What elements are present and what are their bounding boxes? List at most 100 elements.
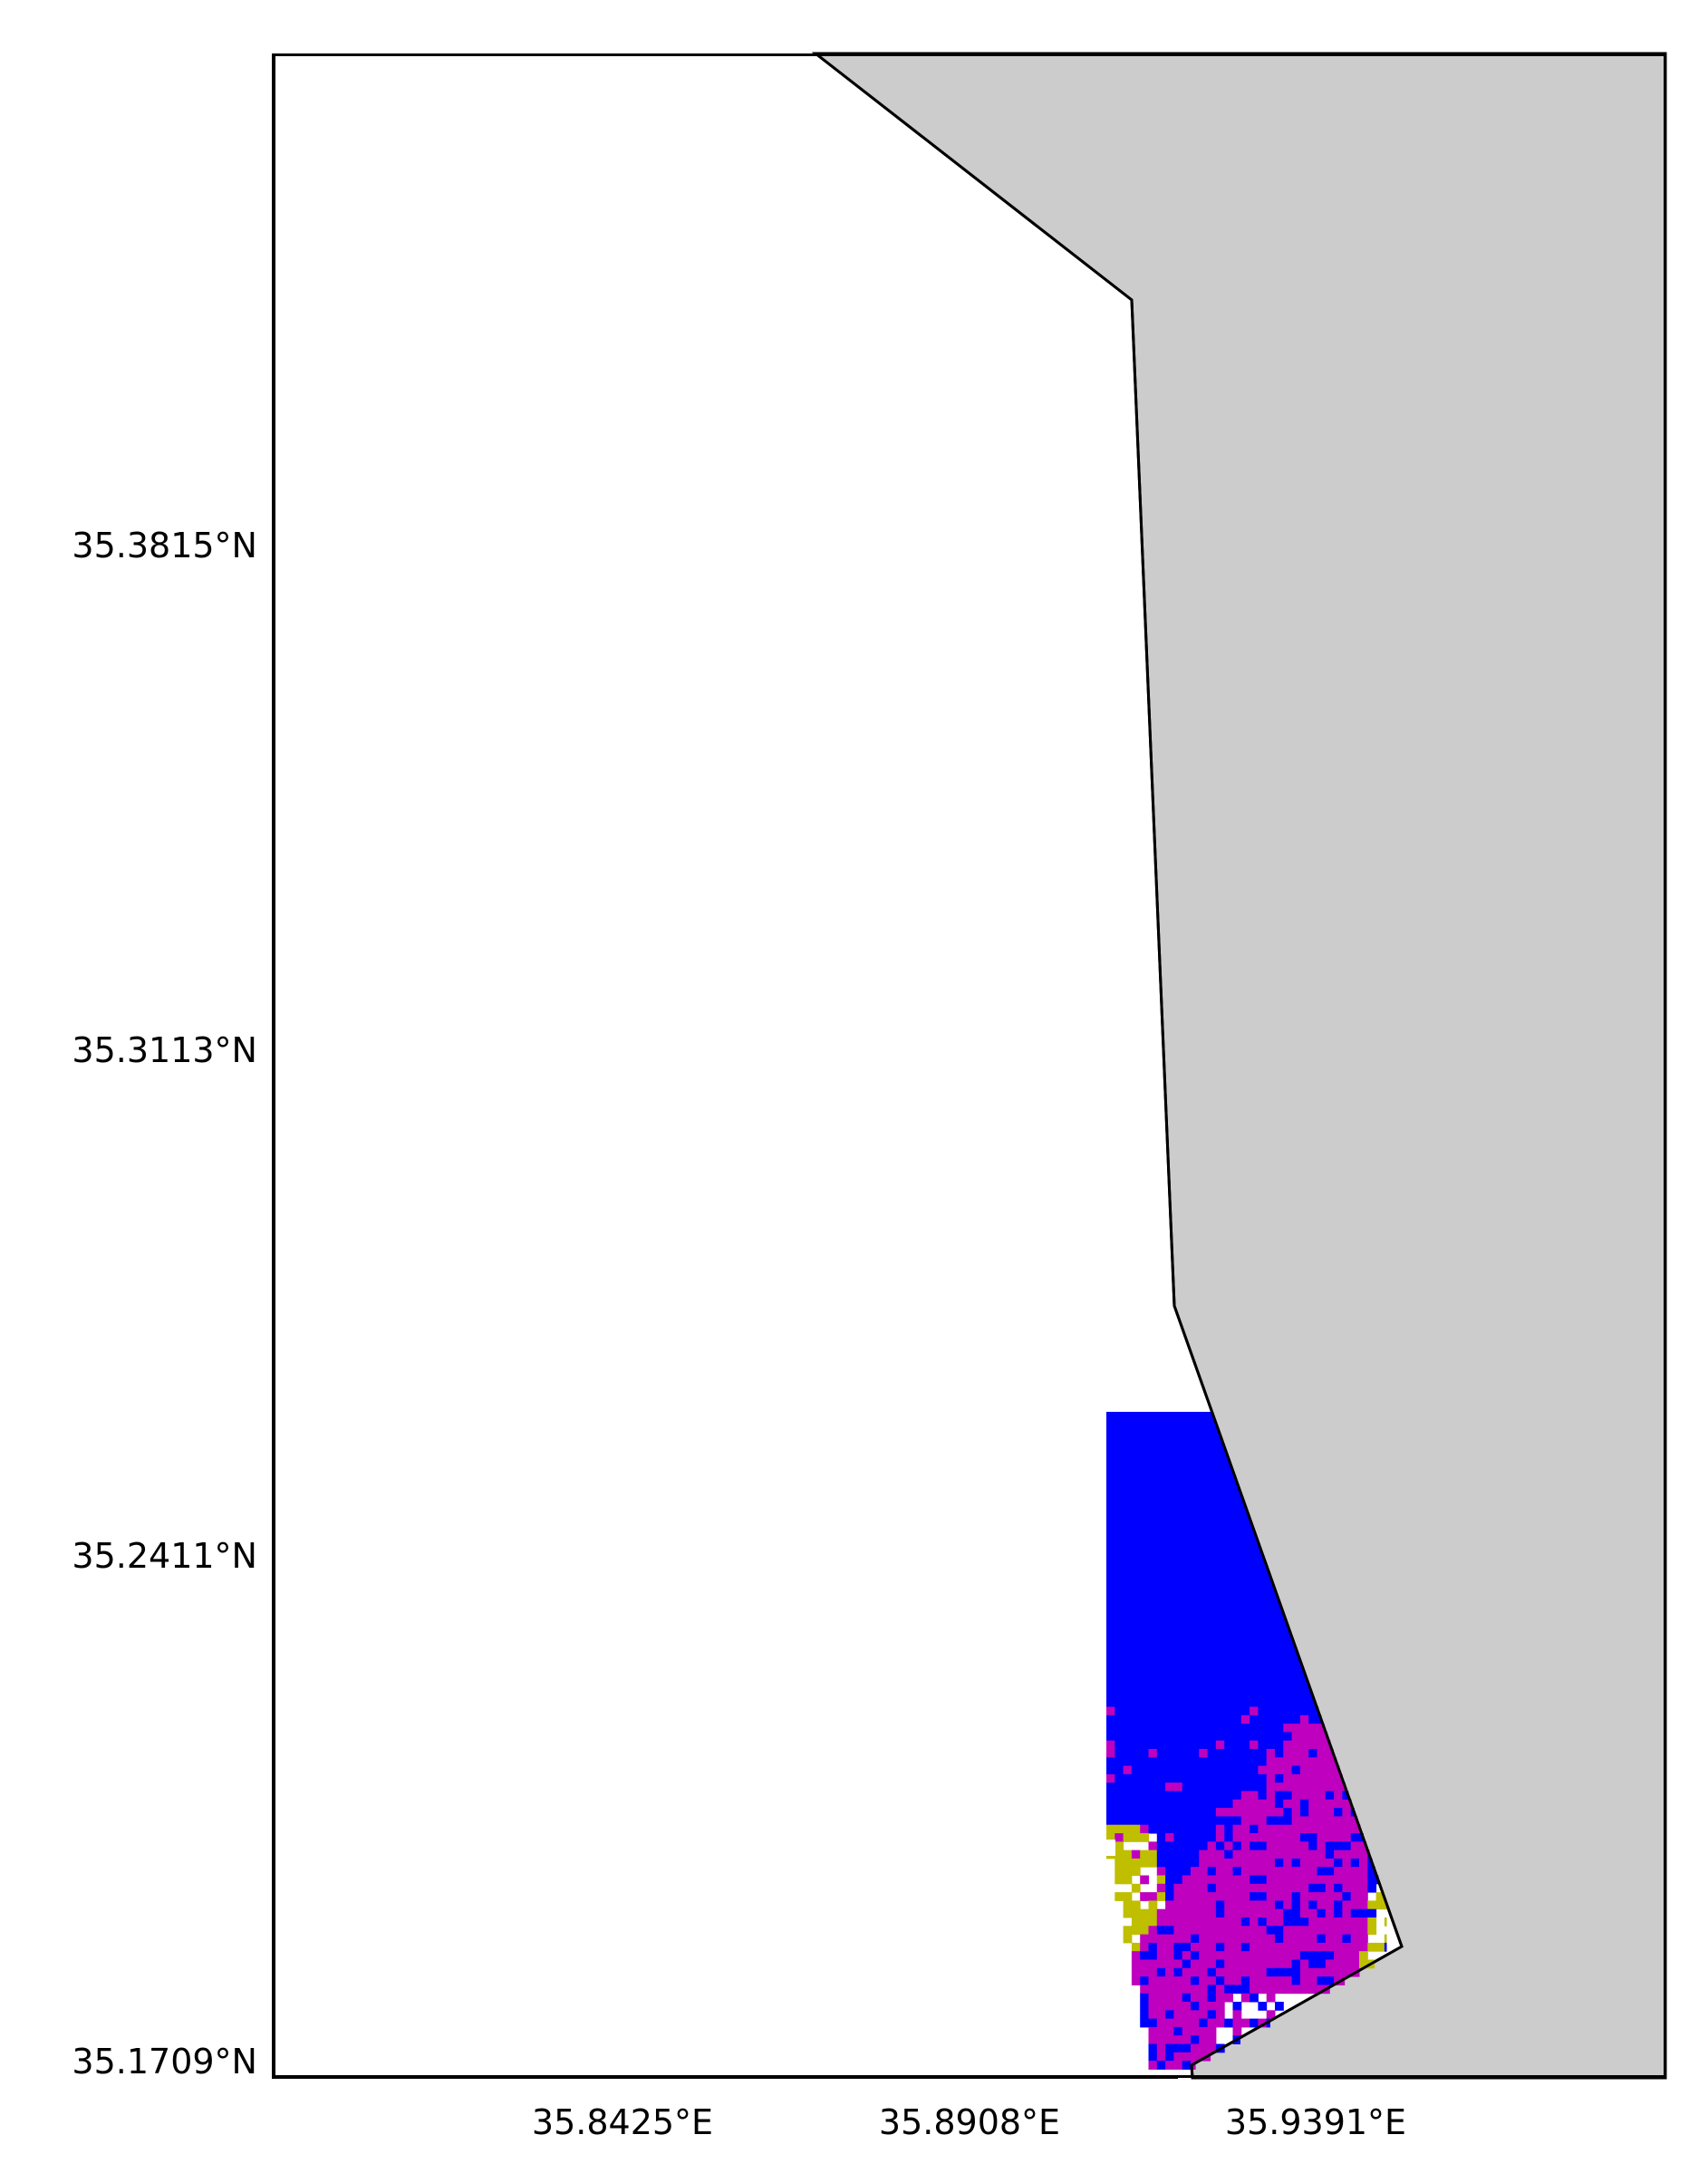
- raster-cell-blue: [1199, 1833, 1209, 1842]
- raster-cell-blue: [1224, 1765, 1233, 1775]
- raster-cell-magenta: [1148, 1892, 1158, 1901]
- raster-cell-magenta: [1250, 1833, 1259, 1842]
- raster-cell-magenta: [1207, 1858, 1217, 1868]
- raster-cell-blue: [1367, 1908, 1377, 1918]
- raster-cell-olive: [1384, 1934, 1387, 1944]
- raster-cell-blue: [1148, 1740, 1158, 1750]
- raster-cell-magenta: [1308, 1816, 1317, 1826]
- raster-cell-blue: [1367, 1875, 1377, 1885]
- raster-cell-blue: [1258, 1841, 1268, 1851]
- raster-cell-blue: [1156, 1858, 1166, 1868]
- raster-cell-magenta: [1299, 1782, 1309, 1792]
- raster-cell-blue: [1232, 1867, 1242, 1876]
- raster-cell-magenta: [1258, 1816, 1268, 1826]
- raster-cell-magenta: [1334, 1926, 1343, 1936]
- raster-cell-magenta: [1350, 1900, 1360, 1910]
- raster-cell-magenta: [1240, 1967, 1250, 1977]
- raster-cell-magenta: [1359, 1934, 1368, 1944]
- raster-cell-magenta: [1240, 1875, 1250, 1885]
- raster-cell-magenta: [1140, 1875, 1149, 1885]
- raster-cell-magenta: [1283, 1799, 1293, 1809]
- raster-cell-blue: [1182, 1841, 1192, 1851]
- raster-cell-blue: [1173, 1765, 1183, 1775]
- raster-cell-magenta: [1148, 1976, 1158, 1985]
- raster-cell-blue: [1240, 1732, 1250, 1742]
- raster-cell-blue: [1240, 1765, 1250, 1775]
- raster-cell-magenta: [1232, 1900, 1242, 1910]
- raster-cell-olive: [1123, 1824, 1133, 1834]
- raster-cell-magenta: [1283, 1757, 1293, 1767]
- raster-cell-magenta: [1317, 1875, 1327, 1885]
- raster-cell-blue: [1224, 1773, 1233, 1783]
- raster-cell-magenta: [1140, 1824, 1149, 1834]
- raster-cell-magenta: [1173, 1926, 1183, 1936]
- raster-cell-blue: [1123, 1782, 1133, 1792]
- raster-cell-magenta: [1148, 1749, 1158, 1758]
- raster-cell-blue: [1182, 1732, 1192, 1742]
- raster-cell-magenta: [1291, 1841, 1301, 1851]
- raster-cell-blue: [1123, 1715, 1133, 1724]
- raster-cell-blue: [1275, 1926, 1284, 1936]
- raster-cell-magenta: [1291, 1867, 1301, 1876]
- raster-cell-blue: [1334, 1900, 1343, 1910]
- raster-cell-magenta: [1308, 1724, 1317, 1733]
- raster-cell-magenta: [1106, 1749, 1115, 1758]
- raster-cell-olive: [1359, 1959, 1368, 1969]
- raster-cell-blue: [1215, 1976, 1225, 1985]
- raster-cell-blue: [1123, 1724, 1133, 1733]
- raster-cell-blue: [1191, 2035, 1200, 2044]
- raster-cell-blue: [1215, 1782, 1225, 1792]
- raster-cell-blue: [1106, 1589, 1277, 1599]
- raster-cell-blue: [1106, 1656, 1300, 1666]
- raster-cell-blue: [1106, 1816, 1115, 1826]
- raster-cell-olive: [1115, 1858, 1124, 1868]
- raster-cell-magenta: [1317, 1967, 1327, 1977]
- raster-cell-blue: [1215, 1757, 1225, 1767]
- raster-cell-magenta: [1275, 1942, 1284, 1952]
- raster-cell-magenta: [1334, 1799, 1343, 1809]
- x-tick-label: 35.8425°E: [532, 2102, 713, 2142]
- raster-cell-magenta: [1131, 1959, 1141, 1969]
- raster-cell-magenta: [1156, 2010, 1166, 2020]
- raster-cell-magenta: [1156, 2035, 1166, 2044]
- raster-cell-magenta: [1359, 1883, 1368, 1893]
- raster-cell-blue: [1182, 1850, 1192, 1859]
- raster-cell-blue: [1291, 1765, 1301, 1775]
- raster-cell-olive: [1148, 1917, 1158, 1927]
- raster-cell-magenta: [1317, 1773, 1327, 1783]
- raster-cell-magenta: [1334, 1791, 1343, 1801]
- raster-cell-magenta: [1207, 1875, 1217, 1885]
- raster-cell-magenta: [1224, 1883, 1233, 1893]
- raster-cell-blue: [1156, 1773, 1166, 1783]
- raster-cell-blue: [1106, 1521, 1253, 1531]
- raster-cell-blue: [1106, 1808, 1115, 1817]
- raster-cell-magenta: [1275, 1867, 1284, 1876]
- raster-cell-olive: [1131, 1917, 1141, 1927]
- raster-cell-magenta: [1291, 1934, 1301, 1944]
- raster-cell-magenta: [1224, 1875, 1233, 1885]
- raster-cell-blue: [1240, 1917, 1250, 1927]
- raster-cell-magenta: [1350, 1816, 1358, 1826]
- raster-cell-magenta: [1173, 1782, 1183, 1792]
- raster-cell-olive: [1140, 1917, 1149, 1927]
- raster-cell-blue: [1275, 1732, 1284, 1742]
- raster-cell-blue: [1131, 1799, 1141, 1809]
- raster-cell-blue: [1191, 1782, 1200, 1792]
- raster-cell-blue: [1250, 1773, 1259, 1783]
- raster-cell-magenta: [1182, 1985, 1192, 1995]
- raster-cell-magenta: [1334, 1917, 1343, 1927]
- raster-cell-magenta: [1334, 1942, 1343, 1952]
- raster-cell-magenta: [1232, 1942, 1242, 1952]
- raster-cell-blue: [1123, 1799, 1133, 1809]
- raster-cell-blue: [1367, 1883, 1377, 1893]
- raster-cell-magenta: [1291, 1833, 1301, 1842]
- raster-cell-magenta: [1359, 1892, 1368, 1901]
- raster-cell-magenta: [1283, 1926, 1293, 1936]
- raster-cell-blue: [1140, 1808, 1149, 1817]
- raster-cell-magenta: [1266, 1883, 1276, 1893]
- raster-cell-magenta: [1350, 1883, 1360, 1893]
- raster-cell-magenta: [1250, 1976, 1259, 1985]
- raster-cell-magenta: [1232, 1833, 1242, 1842]
- raster-cell-magenta: [1156, 1934, 1166, 1944]
- raster-cell-magenta: [1182, 1934, 1192, 1944]
